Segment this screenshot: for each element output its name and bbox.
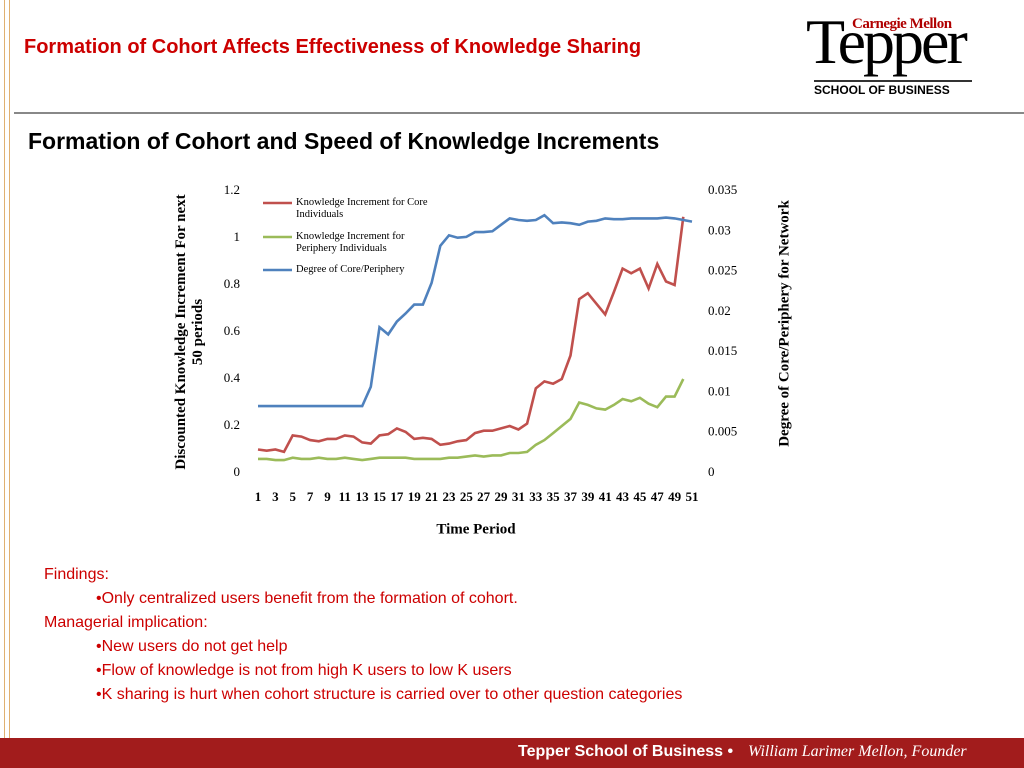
border-line <box>4 0 5 738</box>
x-tick-label: 37 <box>564 489 578 504</box>
y-tick-label: 1 <box>234 229 241 244</box>
y-tick-label: 0.2 <box>224 417 240 432</box>
findings-item: •K sharing is hurt when cohort structure… <box>96 686 683 703</box>
logo-main: Tepper <box>806 6 968 77</box>
line <box>258 378 685 462</box>
y2-tick-label: 0.01 <box>708 383 731 398</box>
x-tick-label: 15 <box>373 489 387 504</box>
y2-tick-label: 0.03 <box>708 222 731 237</box>
x-tick-label: 43 <box>616 489 630 504</box>
x-tick-label: 29 <box>495 489 509 504</box>
logo-top: Carnegie Mellon <box>852 16 952 32</box>
findings-heading: Findings: <box>44 566 109 583</box>
x-tick-label: 41 <box>599 489 612 504</box>
y-tick-label: 1.2 <box>224 182 240 197</box>
y-tick-label: 0.6 <box>224 323 241 338</box>
y2-tick-label: 0.015 <box>708 343 737 358</box>
x-tick-label: 11 <box>339 489 351 504</box>
findings: Findings: •Only centralized users benefit… <box>44 563 682 707</box>
x-tick-label: 51 <box>686 489 699 504</box>
footer-school: Tepper School of Business • <box>518 743 734 760</box>
x-tick-label: 9 <box>324 489 331 504</box>
line <box>258 213 693 408</box>
x-tick-label: 49 <box>668 489 682 504</box>
border-line <box>9 0 10 738</box>
slide-title: Formation of Cohort Affects Effectivenes… <box>24 36 642 58</box>
findings-item: •Flow of knowledge is not from high K us… <box>96 662 512 679</box>
x-tick-label: 35 <box>547 489 561 504</box>
x-tick-label: 7 <box>307 489 314 504</box>
x-tick-label: 5 <box>289 489 296 504</box>
x-tick-label: 13 <box>356 489 370 504</box>
x-tick-label: 25 <box>460 489 474 504</box>
x-tick-label: 39 <box>581 489 595 504</box>
x-tick-label: 3 <box>272 489 279 504</box>
x-tick-label: 33 <box>529 489 543 504</box>
rule <box>14 112 1024 114</box>
y2-tick-label: 0.025 <box>708 263 737 278</box>
y2-tick-label: 0 <box>708 464 715 479</box>
x-tick-label: 31 <box>512 489 525 504</box>
x-tick-label: 19 <box>408 489 422 504</box>
chart: Time Period 0 0.2 0.4 0.6 0.8 1 1.2 0 0.005 0.01 0… <box>224 182 738 537</box>
findings-item: •Only centralized users benefit from the… <box>96 590 518 607</box>
y-tick-label: 0.8 <box>224 276 240 291</box>
y2-tick-label: 0.005 <box>708 424 737 439</box>
footer-founder: William Larimer Mellon, Founder <box>748 743 967 760</box>
x-tick-label: 21 <box>425 489 438 504</box>
legend-label: Knowledge Increment for Core Individuals <box>296 197 428 220</box>
x-tick-label: 17 <box>390 489 404 504</box>
x-tick-label: 45 <box>633 489 647 504</box>
findings-heading: Managerial implication: <box>44 614 208 631</box>
line <box>257 216 685 454</box>
x-tick-label: 27 <box>477 489 491 504</box>
x-axis-title: Time Period <box>436 521 516 537</box>
footer: Tepper School of Business • William Lari… <box>0 738 1024 768</box>
legend-label: Knowledge Increment for Periphery Indivi… <box>296 231 405 254</box>
y2-axis-title: Degree of Core/Periphery for Network <box>776 200 793 447</box>
logo-sub: SCHOOL OF BUSINESS <box>814 80 972 97</box>
y-tick-label: 0 <box>234 464 241 479</box>
legend-label: Degree of Core/Periphery <box>296 264 405 275</box>
y2-tick-label: 0.035 <box>708 182 737 197</box>
y-tick-label: 0.4 <box>224 370 241 385</box>
subtitle: Formation of Cohort and Speed of Knowled… <box>28 128 660 154</box>
x-tick-label: 1 <box>255 489 262 504</box>
x-tick-label: 23 <box>442 489 456 504</box>
findings-item: •New users do not get help <box>96 638 288 655</box>
y-axis-title: Discounted Knowledge Increment For next … <box>173 194 206 470</box>
x-tick-label: 47 <box>651 489 665 504</box>
y2-tick-label: 0.02 <box>708 303 731 318</box>
